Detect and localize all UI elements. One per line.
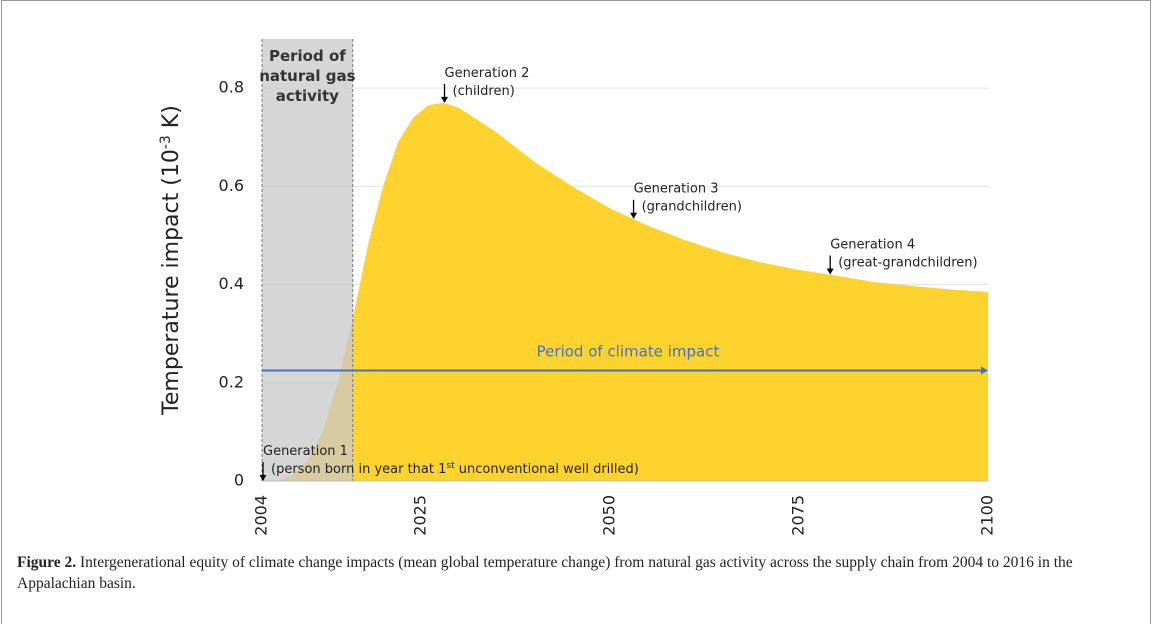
y-tick-label: 0.4 bbox=[219, 274, 244, 293]
area bbox=[262, 102, 988, 481]
annotation-part: (great-grandchildren) bbox=[838, 256, 977, 271]
annotation: Generation 1 bbox=[263, 444, 348, 459]
annotation-part: Generation 1 bbox=[263, 444, 348, 459]
period-label: activity bbox=[276, 87, 339, 105]
annotation: (grandchildren) bbox=[642, 200, 742, 215]
caption: Figure 2. Intergenerational equity of cl… bbox=[17, 552, 1117, 594]
y-axis-label-part: Temperature impact (10 bbox=[159, 149, 184, 416]
y-tick-label: 0 bbox=[234, 471, 244, 490]
caption-label: Figure 2. bbox=[17, 554, 77, 571]
y-tick-label: 0.6 bbox=[219, 176, 244, 195]
period-label: natural gas bbox=[259, 67, 355, 85]
x-tick-label: 2100 bbox=[978, 495, 997, 536]
x-tick-label: 2004 bbox=[252, 495, 271, 536]
x-tick-label: 2025 bbox=[410, 495, 429, 536]
annotation: Generation 2 bbox=[445, 66, 530, 81]
impact-label: Period of climate impact bbox=[537, 343, 720, 361]
y-axis-label: Temperature impact (10-3 K) bbox=[158, 105, 184, 416]
annotation: Generation 4 bbox=[830, 238, 915, 253]
annotation: (children) bbox=[453, 84, 515, 99]
annotation-part: Generation 3 bbox=[634, 182, 719, 197]
annotation-arrow-head bbox=[826, 268, 834, 275]
y-tick-label: 0.2 bbox=[219, 372, 244, 391]
annotation: (great-grandchildren) bbox=[838, 256, 977, 271]
annotation-part: unconventional well drilled) bbox=[455, 462, 639, 477]
annotation: Generation 3 bbox=[634, 182, 719, 197]
annotation: (person born in year that 1st unconventi… bbox=[271, 461, 639, 477]
caption-text: Intergenerational equity of climate chan… bbox=[17, 554, 1073, 592]
x-tick-label: 2050 bbox=[599, 495, 618, 536]
annotation-part: (children) bbox=[453, 84, 515, 99]
annotation-part: Generation 2 bbox=[445, 66, 530, 81]
annotation-part: Generation 4 bbox=[830, 238, 915, 253]
y-tick-label: 0.8 bbox=[219, 78, 244, 97]
chart: 0 0.2 0.4 0.6 0.8 Period of natural gas activit… bbox=[158, 39, 997, 536]
annotation-part: st bbox=[446, 461, 455, 471]
y-axis-label-part: -3 bbox=[158, 135, 174, 149]
shaded-period bbox=[262, 39, 353, 481]
period-label: Period of bbox=[269, 47, 346, 65]
annotation-arrow-head bbox=[441, 96, 448, 103]
y-axis-label-part: K) bbox=[159, 105, 184, 135]
x-tick-label: 2075 bbox=[788, 495, 807, 536]
annotation-arrow-head bbox=[630, 212, 638, 219]
annotation-arrow-head bbox=[259, 475, 267, 481]
annotation-part: (grandchildren) bbox=[642, 200, 742, 215]
annotation-part: (person born in year that 1 bbox=[271, 462, 446, 477]
